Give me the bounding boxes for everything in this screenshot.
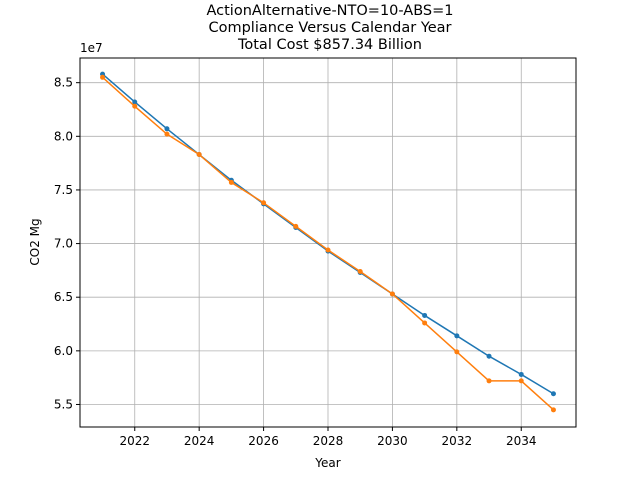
series-1-point [422,312,428,318]
series-2-point [228,179,234,185]
series-2-point [422,320,428,326]
series-2-point [100,74,106,80]
series-1-point [550,391,556,397]
series-2-point [357,268,363,274]
series-2-point [196,152,202,158]
x-tick-label: 2028 [313,434,344,448]
series-1-point [454,333,460,339]
chart-title-line-3: Total Cost $857.34 Billion [237,37,422,53]
x-tick-label: 2034 [506,434,537,448]
series-layer [100,71,556,413]
grid [80,58,576,427]
y-tick-label: 8.0 [54,129,73,143]
x-tick-label: 2024 [184,434,215,448]
series-1-point [132,99,138,105]
series-2-point [293,223,299,229]
chart-title-line-1: ActionAlternative-NTO=10-ABS=1 [206,3,453,19]
series-2-point [518,378,524,384]
axis-ticks [76,82,522,431]
y-tick-label: 7.0 [54,237,73,251]
x-tick-label: 2030 [377,434,408,448]
series-1-point [518,371,524,377]
y-offset-label: 1e7 [80,41,103,55]
y-axis-label: CO2 Mg [28,218,42,265]
series-2-point [325,247,331,253]
y-tick-label: 8.5 [54,76,73,90]
series-2-point [550,407,556,413]
x-tick-label: 2032 [442,434,473,448]
series-2-point [261,200,267,206]
y-tick-label: 6.5 [54,290,73,304]
x-tick-label: 2026 [248,434,279,448]
series-2-point [164,131,170,137]
series-2-point [132,103,138,109]
chart-title-line-2: Compliance Versus Calendar Year [208,20,451,36]
series-2-point [454,349,460,355]
x-tick-label: 2022 [119,434,150,448]
series-2-point [486,378,492,384]
y-tick-label: 7.5 [54,183,73,197]
series-1-point [164,126,170,132]
y-tick-label: 5.5 [54,397,73,411]
series-1-point [486,353,492,359]
x-axis-label: Year [314,456,340,470]
series-2-point [389,291,395,297]
y-tick-label: 6.0 [54,344,73,358]
